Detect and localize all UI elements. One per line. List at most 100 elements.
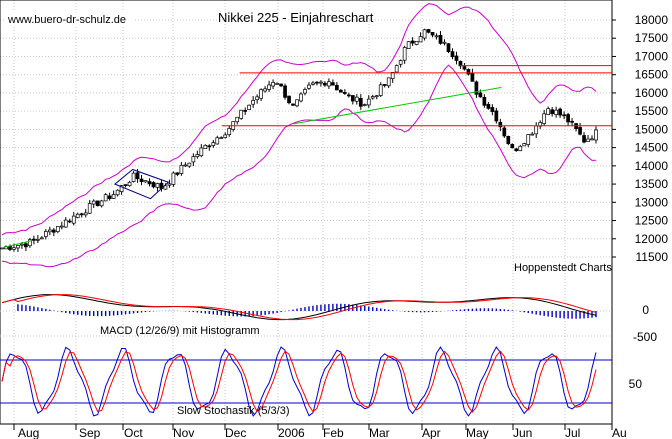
candle-body <box>442 41 447 44</box>
candle-body <box>426 29 431 33</box>
candle-body <box>251 100 256 105</box>
candle-body <box>24 243 28 248</box>
candle-body <box>303 89 307 94</box>
candle-body <box>350 95 355 102</box>
candle-body <box>147 181 152 185</box>
trend-line <box>292 86 502 125</box>
candle-body <box>139 178 144 182</box>
candle-body <box>546 108 551 115</box>
candle-body <box>163 185 168 190</box>
candle-body <box>115 189 120 196</box>
candle-body <box>283 85 287 98</box>
candle-body <box>16 245 20 249</box>
candle-body <box>374 95 379 98</box>
candle-body <box>171 172 176 185</box>
candle-body <box>107 195 112 199</box>
candle-body <box>478 92 483 98</box>
candle-body <box>410 40 415 44</box>
candles <box>0 28 598 252</box>
candle-body <box>215 137 220 145</box>
candle-body <box>199 147 204 157</box>
candle-body <box>319 81 323 84</box>
candle-body <box>103 194 108 202</box>
macd-title: MACD (12/26/9) mit Histogramm <box>100 325 260 337</box>
candle-body <box>0 247 4 250</box>
candle-body <box>131 172 136 182</box>
candle-body <box>542 113 547 124</box>
candle-body <box>335 84 339 91</box>
month-label: Aug <box>18 426 39 439</box>
candle-body <box>502 127 507 137</box>
month-label: Jul <box>565 426 580 439</box>
candle-body <box>271 82 275 87</box>
candle-body <box>434 35 439 38</box>
candle-body <box>366 98 371 106</box>
candle-body <box>99 200 104 207</box>
candle-body <box>71 215 76 224</box>
candle-body <box>51 229 56 233</box>
candle-body <box>79 213 84 216</box>
candle-body <box>474 81 479 95</box>
month-label: Jun <box>513 426 532 439</box>
candle-body <box>394 65 399 73</box>
candle-body <box>243 110 248 112</box>
candle-body <box>183 164 188 167</box>
y-tick-label: 16500 <box>635 68 669 82</box>
candle-body <box>522 143 527 147</box>
candle-body <box>67 220 72 223</box>
candle-body <box>526 134 531 145</box>
y-tick-labels: 11500 12000 12500 13000 13500 14000 14500 15000… <box>612 13 668 264</box>
y-tick-label: 12500 <box>635 214 669 228</box>
candle-body <box>83 212 88 216</box>
candle-body <box>12 247 16 250</box>
candle-body <box>167 183 172 186</box>
flag-pattern <box>113 168 170 200</box>
candle-body <box>462 66 467 70</box>
candle-body <box>47 229 52 233</box>
grid <box>0 0 613 430</box>
candle-body <box>362 104 367 106</box>
candle-body <box>44 231 48 237</box>
y-tick-label: 11500 <box>636 250 669 264</box>
candle-body <box>466 69 471 75</box>
candle-body <box>267 84 271 90</box>
candle-body <box>187 162 192 167</box>
candle-body <box>406 41 411 50</box>
y-tick-label: 17000 <box>635 49 669 63</box>
candle-body <box>342 92 347 94</box>
stoch-tick-50: 50 <box>629 377 643 391</box>
candle-body <box>558 108 562 116</box>
source-label: Hoppenstedt Charts <box>514 262 612 274</box>
candle-body <box>450 51 455 58</box>
candle-body <box>327 81 331 87</box>
watermark-box <box>4 11 134 27</box>
candle-body <box>135 172 140 180</box>
candle-body <box>414 40 419 45</box>
candle-body <box>554 109 558 115</box>
candle-body <box>339 89 343 93</box>
month-label: Au <box>612 426 627 439</box>
month-label: Sep <box>79 426 101 439</box>
month-label: Nov <box>173 426 194 439</box>
candle-body <box>506 135 511 144</box>
y-tick-label: 15000 <box>635 122 669 136</box>
candle-body <box>55 226 60 232</box>
candle-body <box>28 239 32 247</box>
stoch-title: Slow Stochastik (5/3/3) <box>177 405 290 417</box>
y-tick-label: 14000 <box>635 159 669 173</box>
candle-body <box>143 180 148 183</box>
lower-band <box>1 64 597 268</box>
month-label: Dec <box>225 426 246 439</box>
candle-body <box>482 96 487 106</box>
candle-body <box>195 154 200 158</box>
y-tick-label: 15500 <box>635 104 669 118</box>
month-label: Mar <box>369 426 390 439</box>
candle-body <box>530 133 535 136</box>
candle-body <box>299 93 303 102</box>
candle-body <box>119 185 124 192</box>
macd-line <box>1 294 597 321</box>
candle-body <box>418 36 423 43</box>
candle-body <box>438 34 443 44</box>
candle-body <box>594 129 598 141</box>
candle-body <box>346 94 351 97</box>
